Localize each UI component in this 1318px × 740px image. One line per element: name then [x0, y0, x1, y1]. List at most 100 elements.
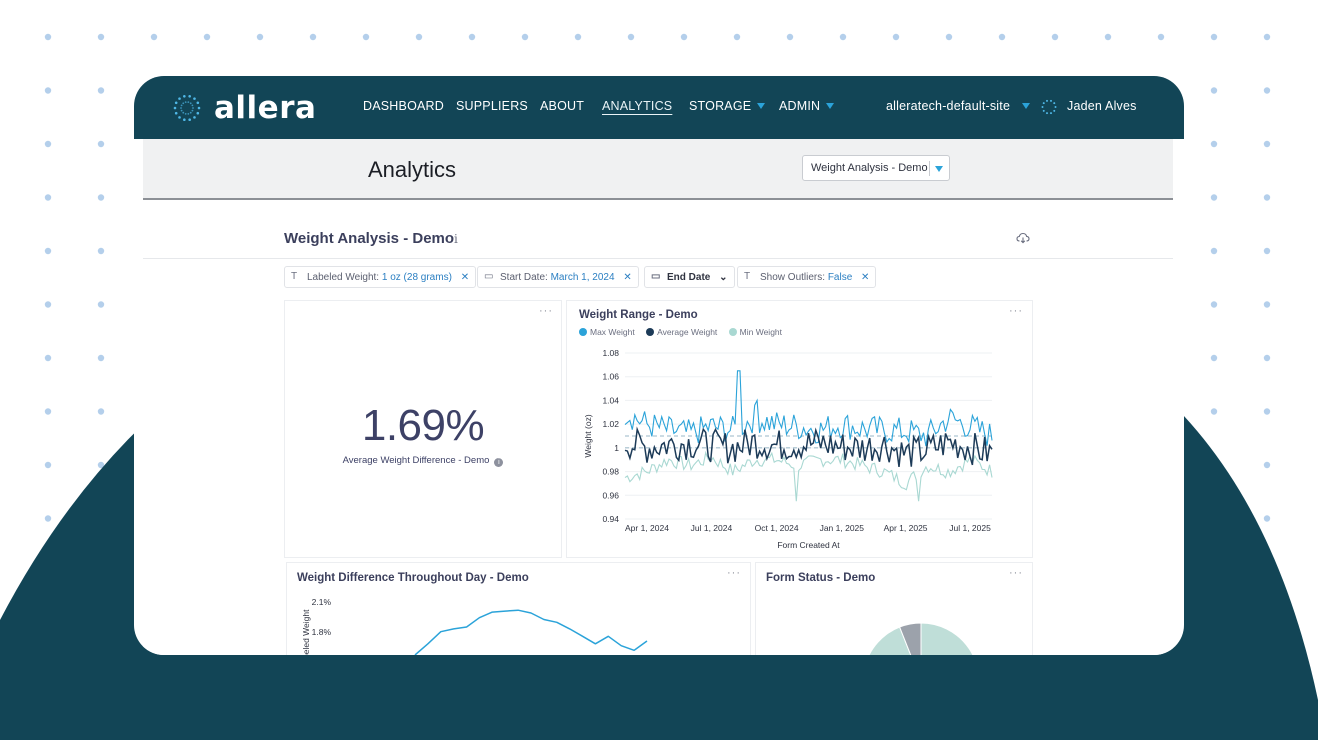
- close-icon[interactable]: ✕: [861, 272, 870, 283]
- select-divider: [929, 161, 930, 176]
- info-icon[interactable]: i: [454, 232, 458, 246]
- filter-label: Labeled Weight:: [307, 272, 380, 283]
- text-filter-icon: T: [291, 271, 298, 282]
- allera-logo[interactable]: allera: [170, 90, 316, 126]
- background-dot: [1051, 33, 1059, 41]
- background-dot: [97, 194, 105, 201]
- filter-value: 1 oz (28 grams): [381, 272, 452, 283]
- legend-item[interactable]: Max Weight: [579, 327, 635, 337]
- nav-storage[interactable]: STORAGE: [689, 99, 766, 113]
- legend-item[interactable]: Min Weight: [728, 327, 783, 337]
- dashboard-select[interactable]: Weight Analysis - Demo: [802, 155, 950, 181]
- series-line: [414, 609, 648, 655]
- page-header: Analytics Weight Analysis - Demo: [143, 139, 1173, 200]
- logo-dot: [174, 101, 178, 105]
- logo-dot: [193, 97, 196, 100]
- logo-dot: [197, 106, 201, 110]
- background-dot: [733, 33, 741, 41]
- background-dot: [44, 140, 52, 148]
- background-dot: [150, 33, 158, 41]
- background-dot: [521, 33, 529, 41]
- filter-show-outliers[interactable]: T Show Outliers: False ✕: [737, 266, 877, 288]
- background-dot: [1210, 194, 1218, 201]
- filter-labeled-weight[interactable]: T Labeled Weight: 1 oz (28 grams) ✕: [284, 266, 477, 288]
- logo-dot: [191, 104, 194, 107]
- more-options-icon[interactable]: ···: [727, 567, 741, 579]
- filter-label: Show Outliers:: [760, 272, 826, 283]
- background-dot: [1263, 33, 1271, 41]
- close-icon[interactable]: ✕: [460, 272, 470, 283]
- more-options-icon[interactable]: ···: [1009, 567, 1023, 579]
- kpi-value: 1.69%: [361, 401, 485, 450]
- y-tick-label: 2.1%: [312, 597, 332, 607]
- nav-suppliers[interactable]: SUPPLIERS: [456, 99, 528, 113]
- background-dot: [256, 33, 264, 41]
- top-navbar: allera DASHBOARD SUPPLIERS ABOUT ANALYTI…: [134, 76, 1184, 139]
- close-icon[interactable]: ✕: [623, 272, 632, 283]
- y-tick-label: 0.96: [602, 490, 619, 500]
- background-dot: [1263, 515, 1271, 522]
- background-dot: [415, 33, 423, 41]
- logo-dot: [174, 111, 178, 115]
- background-dot: [97, 87, 105, 94]
- background-dot: [97, 33, 105, 41]
- y-axis-label: Labeled Weight: [301, 609, 311, 655]
- background-dot: [97, 354, 105, 362]
- divider: [143, 258, 1173, 259]
- x-tick-label: Jul 1, 2025: [949, 523, 991, 533]
- logo-dot: [184, 101, 187, 104]
- avatar-dot: [1042, 109, 1045, 112]
- background-dot: [1210, 33, 1218, 41]
- background-dot: [44, 354, 52, 362]
- legend-label: Min Weight: [739, 327, 783, 337]
- form-status-card: Form Status - Demo ···: [755, 562, 1033, 655]
- filter-value: March 1, 2024: [550, 272, 615, 283]
- background-dot: [44, 247, 52, 255]
- nav-dashboard[interactable]: DASHBOARD: [363, 99, 444, 113]
- filter-end-date[interactable]: ▭ End Date ⌄: [644, 266, 735, 288]
- legend-item[interactable]: Average Weight: [646, 327, 717, 337]
- chevron-down-icon: ⌄: [719, 272, 728, 283]
- background-dot: [1263, 247, 1271, 255]
- background-dot: [1210, 247, 1218, 255]
- background-dot: [1210, 301, 1218, 308]
- user-name[interactable]: Jaden Alves: [1067, 99, 1137, 113]
- logo-dot: [187, 112, 190, 115]
- logo-dot: [193, 116, 196, 119]
- x-tick-label: Apr 1, 2024: [625, 523, 669, 533]
- chevron-down-icon: [935, 166, 943, 172]
- logo-dot: [173, 106, 177, 110]
- logo-dot: [183, 118, 186, 121]
- avatar-dot: [1041, 106, 1044, 108]
- more-options-icon[interactable]: ···: [539, 305, 553, 317]
- site-selector[interactable]: alleratech-default-site: [886, 99, 1031, 113]
- logo-dot: [196, 101, 200, 105]
- background-dot: [1263, 140, 1271, 148]
- allera-logo-icon: [173, 95, 201, 121]
- user-avatar-icon[interactable]: [1040, 98, 1058, 116]
- background-dot: [1157, 33, 1165, 41]
- nav-about[interactable]: ABOUT: [540, 99, 585, 113]
- logo-dot: [180, 109, 183, 112]
- logo-dot: [188, 118, 191, 121]
- background-dot: [44, 515, 52, 522]
- filter-start-date[interactable]: ▭ Start Date: March 1, 2024 ✕: [477, 266, 639, 288]
- logo-dot: [180, 104, 183, 107]
- info-icon[interactable]: i: [494, 458, 504, 467]
- avatar-dot: [1050, 112, 1053, 115]
- series-line: [624, 450, 993, 502]
- avatar-dot: [1050, 99, 1053, 102]
- y-tick-label: 1.02: [602, 419, 619, 429]
- dashboard-title: Weight Analysis - Demo: [284, 230, 455, 247]
- logo-dot: [178, 97, 181, 100]
- background-dot: [1263, 461, 1271, 469]
- logo-dot: [196, 111, 200, 115]
- background-dot: [1263, 408, 1271, 415]
- more-options-icon[interactable]: ···: [1009, 305, 1023, 317]
- kpi-label-text: Average Weight Difference - Demo: [342, 455, 490, 466]
- nav-admin[interactable]: ADMIN: [779, 99, 835, 113]
- nav-analytics[interactable]: ANALYTICS: [602, 99, 673, 113]
- cloud-download-icon[interactable]: [1016, 232, 1030, 244]
- background-dot: [1104, 33, 1112, 41]
